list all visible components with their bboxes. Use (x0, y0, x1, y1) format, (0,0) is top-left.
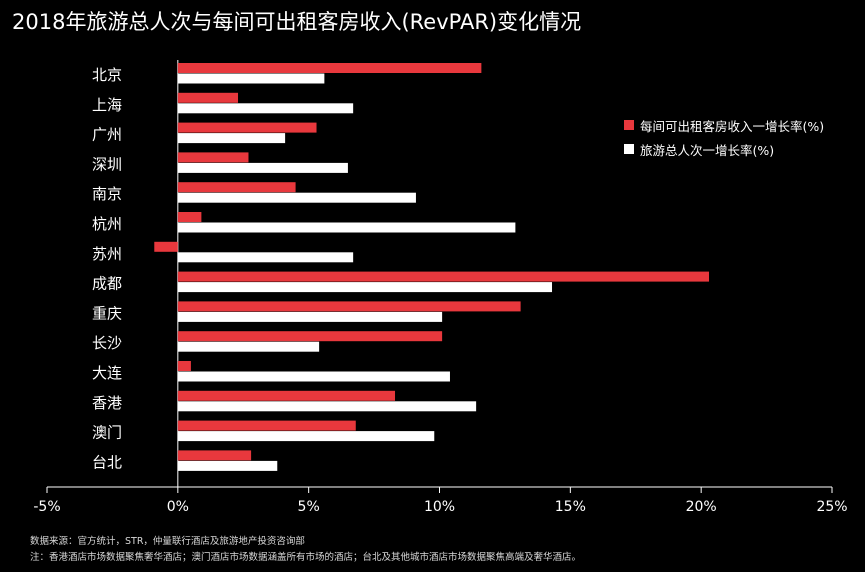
bar-visitors (177, 431, 435, 442)
bar-visitors (177, 311, 443, 322)
category-label: 台北 (92, 453, 122, 471)
source-note: 数据来源：官方统计，STR，仲量联行酒店及旅游地产投资咨询部 (30, 536, 305, 547)
legend: 每间可出租客房收入一增长率(%) 旅游总人次一增长率(%) (624, 113, 824, 161)
bar-visitors (177, 401, 477, 412)
category-label: 香港 (92, 394, 122, 412)
legend-label-revpar: 每间可出租客房收入一增长率(%) (640, 118, 825, 134)
bar-revpar (177, 92, 239, 103)
bar-visitors (177, 460, 278, 471)
x-tick-label: 0% (167, 499, 189, 515)
bar-visitors (177, 252, 354, 263)
bar-visitors (177, 192, 416, 203)
category-label: 上海 (92, 96, 122, 114)
category-label: 深圳 (92, 155, 122, 173)
bar-visitors (177, 133, 286, 144)
x-tick-label: 10% (424, 499, 455, 515)
x-tick-label: -5% (33, 499, 60, 515)
x-tick-label: 20% (686, 499, 717, 515)
legend-item-visitors: 旅游总人次一增长率(%) (624, 137, 824, 161)
bar-visitors (177, 73, 325, 84)
bar-revpar (177, 271, 710, 282)
bar-revpar (177, 122, 317, 133)
bar-revpar (177, 331, 443, 342)
bar-visitors (177, 162, 348, 173)
legend-label-visitors: 旅游总人次一增长率(%) (640, 142, 775, 158)
legend-item-revpar: 每间可出租客房收入一增长率(%) (624, 113, 824, 137)
category-label: 南京 (92, 185, 122, 203)
category-label: 苏州 (92, 245, 122, 263)
bar-visitors (177, 103, 354, 114)
chart-title: 2018年旅游总人次与每间可出租客房收入(RevPAR)变化情况 (12, 10, 582, 34)
category-label: 广州 (92, 126, 122, 144)
x-tick-label: 25% (816, 499, 847, 515)
bar-visitors (177, 341, 320, 352)
bar-revpar (177, 390, 396, 401)
category-label: 杭州 (92, 215, 122, 233)
footnote: 注：香港酒店市场数据聚焦奢华酒店；澳门酒店市场数据涵盖所有市场的酒店；台北及其他… (30, 552, 582, 563)
category-label: 长沙 (92, 334, 122, 352)
category-label: 大连 (92, 364, 122, 382)
bar-revpar (177, 301, 521, 312)
legend-swatch-visitors (624, 144, 634, 154)
legend-swatch-revpar (624, 120, 634, 130)
bar-visitors (177, 282, 553, 293)
bar-revpar (177, 182, 296, 193)
x-tick-label: 15% (555, 499, 586, 515)
bar-revpar (177, 63, 482, 73)
bar-revpar (177, 450, 252, 461)
category-label: 成都 (92, 275, 122, 293)
bar-revpar (154, 241, 178, 252)
category-label: 重庆 (92, 304, 122, 322)
x-tick-label: 5% (298, 499, 320, 515)
bar-revpar (177, 212, 202, 222)
category-label: 澳门 (92, 424, 122, 442)
bar-revpar (177, 420, 356, 431)
bar-revpar (177, 361, 191, 371)
bar-revpar (177, 152, 249, 163)
category-label: 北京 (92, 66, 122, 84)
bar-visitors (177, 371, 450, 382)
bar-visitors (177, 222, 516, 233)
